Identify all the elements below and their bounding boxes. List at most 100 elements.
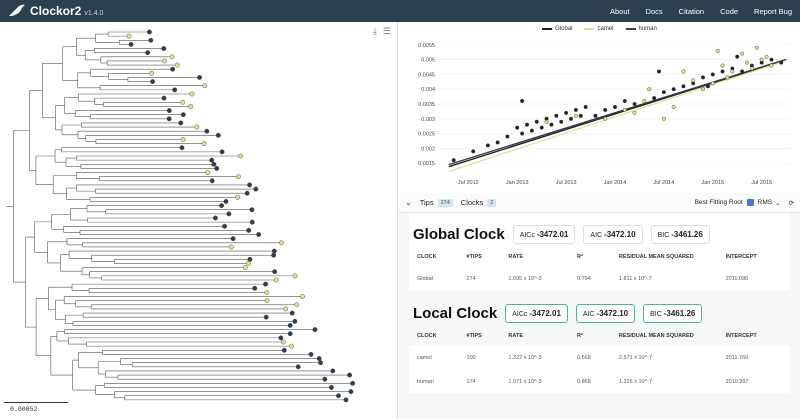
tree-tip[interactable] bbox=[230, 236, 236, 242]
tree-tip[interactable] bbox=[278, 335, 284, 341]
tree-tip[interactable] bbox=[336, 393, 341, 399]
data-point-camel[interactable] bbox=[573, 113, 578, 118]
tree-tip[interactable] bbox=[292, 318, 298, 324]
tree-tip[interactable] bbox=[209, 157, 215, 163]
tree-tip[interactable] bbox=[252, 285, 258, 291]
nav-report-bug[interactable]: Report Bug bbox=[754, 6, 792, 16]
tree-tip[interactable] bbox=[228, 244, 234, 250]
data-point-camel[interactable] bbox=[749, 66, 754, 71]
nav-docs[interactable]: Docs bbox=[645, 6, 663, 16]
tree-tip[interactable] bbox=[147, 29, 152, 35]
tree-tip[interactable] bbox=[271, 252, 277, 258]
legend-global[interactable]: Global bbox=[542, 26, 572, 32]
data-point-camel[interactable] bbox=[701, 87, 706, 92]
data-point-human[interactable] bbox=[701, 75, 706, 80]
data-point-human[interactable] bbox=[612, 104, 617, 109]
tree-tip[interactable] bbox=[330, 368, 336, 374]
tree-tip[interactable] bbox=[256, 232, 262, 237]
data-point-human[interactable] bbox=[769, 57, 774, 62]
tree-tip[interactable] bbox=[202, 83, 208, 89]
nav-citation[interactable]: Citation bbox=[678, 6, 705, 16]
tree-tip[interactable] bbox=[287, 323, 293, 328]
scatter-plot[interactable]: 0.0015 0.002 0.0025 0.003 0.0035 0.004 0.0045 0… bbox=[399, 22, 800, 192]
tree-tip[interactable] bbox=[179, 145, 185, 151]
tree-tip[interactable] bbox=[211, 161, 217, 167]
data-point-human[interactable] bbox=[657, 69, 662, 74]
tree-tip[interactable] bbox=[273, 277, 279, 283]
data-point-human[interactable] bbox=[505, 134, 510, 139]
tree-tip[interactable] bbox=[222, 223, 227, 229]
data-point-camel[interactable] bbox=[730, 69, 735, 74]
tree-tip[interactable] bbox=[343, 397, 349, 403]
tree-tip[interactable] bbox=[226, 211, 232, 217]
tree-tip[interactable] bbox=[316, 356, 322, 361]
tree-tip[interactable] bbox=[236, 174, 241, 180]
tree-tip[interactable] bbox=[283, 306, 289, 312]
tree-tip[interactable] bbox=[161, 95, 167, 101]
tree-tip[interactable] bbox=[242, 265, 248, 271]
tree-tip[interactable] bbox=[166, 116, 172, 122]
tree-tip[interactable] bbox=[322, 376, 328, 382]
tree-tip[interactable] bbox=[150, 79, 155, 84]
tree-tip[interactable] bbox=[180, 112, 186, 118]
tree-tip[interactable] bbox=[247, 182, 253, 188]
data-point-human[interactable] bbox=[573, 107, 578, 112]
tree-tip[interactable] bbox=[272, 269, 278, 275]
data-point-human[interactable] bbox=[681, 84, 686, 89]
tree-tip[interactable] bbox=[145, 50, 151, 56]
tree-tip[interactable] bbox=[205, 170, 211, 175]
data-point-camel[interactable] bbox=[710, 81, 715, 86]
data-point-human[interactable] bbox=[559, 119, 564, 124]
data-point-human[interactable] bbox=[451, 158, 456, 163]
tree-tip[interactable] bbox=[287, 331, 293, 337]
tree-tip[interactable] bbox=[292, 273, 298, 279]
tab-clocks[interactable]: Clocks 2 bbox=[461, 198, 497, 207]
tree-tip[interactable] bbox=[318, 360, 323, 366]
data-point-camel[interactable] bbox=[642, 99, 647, 104]
data-point-human[interactable] bbox=[495, 140, 500, 145]
tree-tip[interactable] bbox=[169, 54, 175, 60]
data-point-human[interactable] bbox=[603, 107, 608, 112]
tree-tip[interactable] bbox=[294, 302, 300, 308]
tree-tip[interactable] bbox=[350, 380, 356, 386]
data-point-camel[interactable] bbox=[725, 75, 730, 80]
data-point-camel[interactable] bbox=[740, 51, 745, 56]
data-point-human[interactable] bbox=[593, 113, 598, 118]
tree-tip[interactable] bbox=[264, 289, 270, 295]
tree-tip[interactable] bbox=[161, 46, 167, 51]
tree-tip[interactable] bbox=[209, 178, 215, 184]
phylogenetic-tree[interactable] bbox=[0, 26, 398, 406]
data-point-camel[interactable] bbox=[661, 116, 666, 121]
settings-sliders-icon[interactable]: ☰ bbox=[382, 26, 391, 36]
tree-tip[interactable] bbox=[166, 108, 172, 113]
tree-tip[interactable] bbox=[312, 327, 318, 332]
tree-tip[interactable] bbox=[194, 124, 200, 130]
nav-about[interactable]: About bbox=[609, 6, 630, 16]
data-point-human[interactable] bbox=[554, 113, 559, 118]
data-point-human[interactable] bbox=[622, 99, 627, 104]
download-icon[interactable]: ⤓ bbox=[372, 26, 377, 36]
tree-tip[interactable] bbox=[219, 203, 224, 209]
tree-tip[interactable] bbox=[289, 310, 295, 316]
tree-tip[interactable] bbox=[149, 70, 155, 76]
tree-tip[interactable] bbox=[172, 87, 178, 93]
tree-tip[interactable] bbox=[271, 248, 277, 254]
tree-tip[interactable] bbox=[347, 372, 353, 378]
data-point-human[interactable] bbox=[710, 72, 715, 77]
data-point-human[interactable] bbox=[779, 60, 784, 65]
data-point-camel[interactable] bbox=[754, 45, 759, 50]
chevron-down-icon[interactable]: ⌄ bbox=[405, 198, 412, 207]
data-point-human[interactable] bbox=[632, 101, 637, 106]
tree-tip[interactable] bbox=[197, 75, 202, 80]
tree-tip[interactable] bbox=[162, 58, 168, 64]
tree-tip[interactable] bbox=[170, 66, 176, 72]
tree-tip[interactable] bbox=[348, 389, 354, 394]
data-point-camel[interactable] bbox=[681, 69, 686, 74]
tree-tip[interactable] bbox=[215, 132, 221, 138]
data-point-human[interactable] bbox=[539, 125, 544, 130]
tree-tip[interactable] bbox=[244, 190, 250, 196]
data-point-human[interactable] bbox=[534, 119, 539, 124]
data-point-camel[interactable] bbox=[715, 48, 720, 53]
data-point-human[interactable] bbox=[485, 143, 490, 148]
tree-tip[interactable] bbox=[148, 37, 154, 43]
